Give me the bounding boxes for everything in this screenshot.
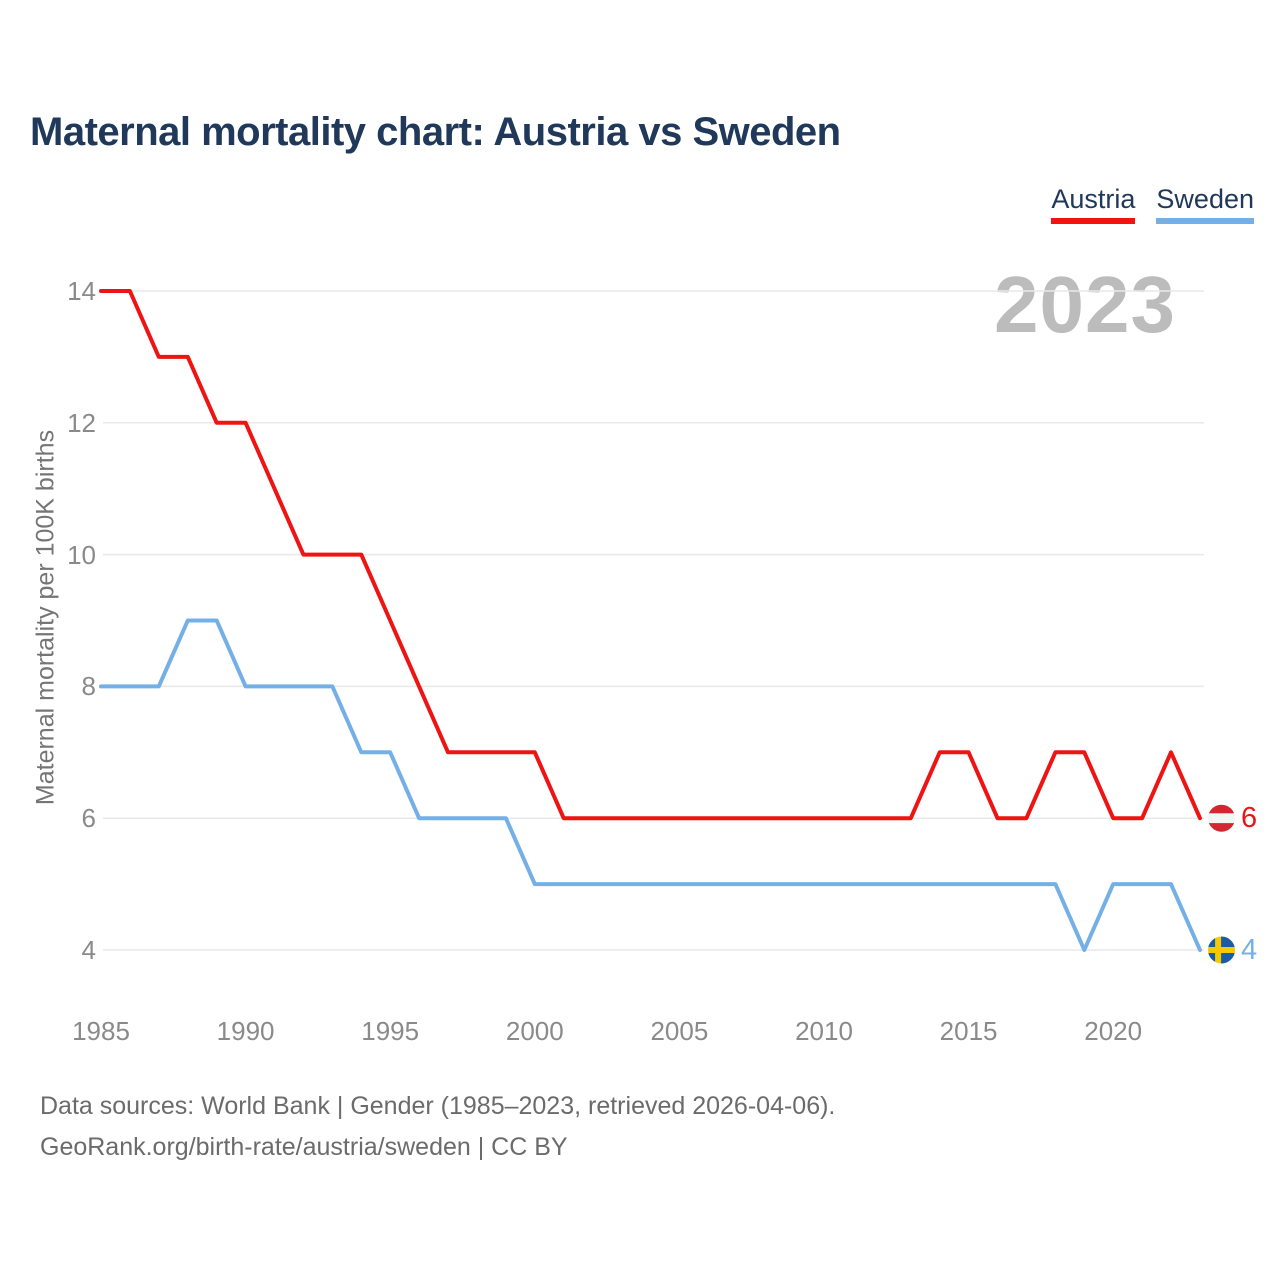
x-tick-label-2020: 2020 (1084, 1016, 1143, 1046)
series-line-austria (99, 289, 1202, 821)
legend-underline-sweden (1156, 218, 1254, 224)
series-line-sweden (99, 618, 1202, 952)
end-value-austria: 6 (1241, 802, 1258, 834)
legend-label-austria: Austria (1051, 184, 1136, 214)
legend: Austria Sweden (1051, 185, 1254, 224)
flag-ring (1206, 802, 1237, 834)
x-tick-label-1995: 1995 (361, 1016, 420, 1046)
x-tick-label-2015: 2015 (939, 1016, 998, 1046)
y-tick-label-8: 8 (81, 671, 96, 702)
x-tick-label-2000: 2000 (505, 1016, 564, 1046)
page-title: Maternal mortality chart: Austria vs Swe… (30, 110, 841, 154)
end-value-sweden: 4 (1241, 934, 1258, 966)
footer-attribution-line: GeoRank.org/birth-rate/austria/sweden | … (40, 1133, 568, 1161)
legend-item-sweden[interactable]: Sweden (1156, 185, 1254, 224)
y-tick-label-10: 10 (67, 539, 96, 570)
y-tick-label-4: 4 (81, 935, 96, 965)
x-tick-label-1990: 1990 (216, 1016, 275, 1046)
y-tick-label-12: 12 (67, 407, 96, 438)
x-tick-label-2010: 2010 (795, 1016, 853, 1046)
x-tick-label-1985: 1985 (72, 1016, 130, 1046)
y-tick-label-6: 6 (81, 803, 96, 834)
footer: Data sources: World Bank | Gender (1985–… (40, 1086, 835, 1168)
legend-label-sweden: Sweden (1156, 184, 1254, 214)
flag-ring (1206, 934, 1237, 966)
legend-item-austria[interactable]: Austria (1051, 184, 1136, 224)
y-tick-label-14: 14 (67, 276, 96, 306)
footer-sources-line: Data sources: World Bank | Gender (1985–… (40, 1092, 836, 1120)
legend-underline-austria (1051, 218, 1136, 224)
x-tick-label-2005: 2005 (650, 1016, 709, 1046)
year-watermark: 2023 (994, 260, 1176, 349)
